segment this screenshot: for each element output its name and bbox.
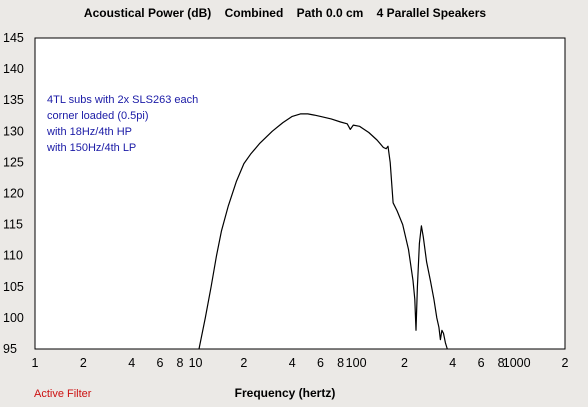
y-tick-label: 145 [3,31,24,45]
y-tick-label: 115 [3,218,23,232]
y-tick-label: 105 [3,280,24,294]
y-tick-label: 100 [3,311,24,325]
x-tick-label: 100 [346,356,367,370]
y-axis: 145 140 135 130 125 120 115 110 105 100 95 [3,31,24,356]
chart-annotation: 4TL subs with 2x SLS263 each corner loade… [46,94,198,154]
y-tick-label: 135 [3,93,24,107]
y-tick-label: 140 [3,62,24,76]
series-group [198,113,448,350]
plot-area [34,37,566,350]
x-tick-label: 2 [401,356,408,370]
y-tick-label: 130 [3,124,24,138]
x-tick-label: 4 [128,356,135,370]
x-tick-label: 6 [478,356,485,370]
series-line [198,113,448,350]
annotation-line: with 150Hz/4th LP [46,142,136,154]
annotation-line: 4TL subs with 2x SLS263 each [47,94,198,106]
y-tick-label: 95 [3,342,17,356]
x-tick-label: 2 [240,356,247,370]
x-tick-label: 1 [32,356,39,370]
y-tick-label: 110 [3,249,23,263]
x-tick-label: 4 [449,356,456,370]
chart-title: Acoustical Power (dB) Combined Path 0.0 … [84,6,486,20]
annotation-line: with 18Hz/4th HP [46,126,132,138]
x-axis-label: Frequency (hertz) [235,386,336,400]
x-tick-label: 6 [156,356,163,370]
x-tick-label: 10 [189,356,203,370]
x-tick-label: 6 [317,356,324,370]
x-tick-label: 8 [498,356,505,370]
y-tick-label: 125 [3,155,24,169]
x-tick-label: 4 [289,356,296,370]
x-tick-label: 2 [80,356,87,370]
annotation-line: corner loaded (0.5pi) [47,110,149,122]
y-tick-label: 120 [3,187,24,201]
x-tick-label: 8 [337,356,344,370]
x-tick-label: 1000 [503,356,531,370]
active-filter-status[interactable]: Active Filter [34,388,92,400]
x-tick-label: 2 [562,356,569,370]
x-tick-label: 8 [177,356,184,370]
